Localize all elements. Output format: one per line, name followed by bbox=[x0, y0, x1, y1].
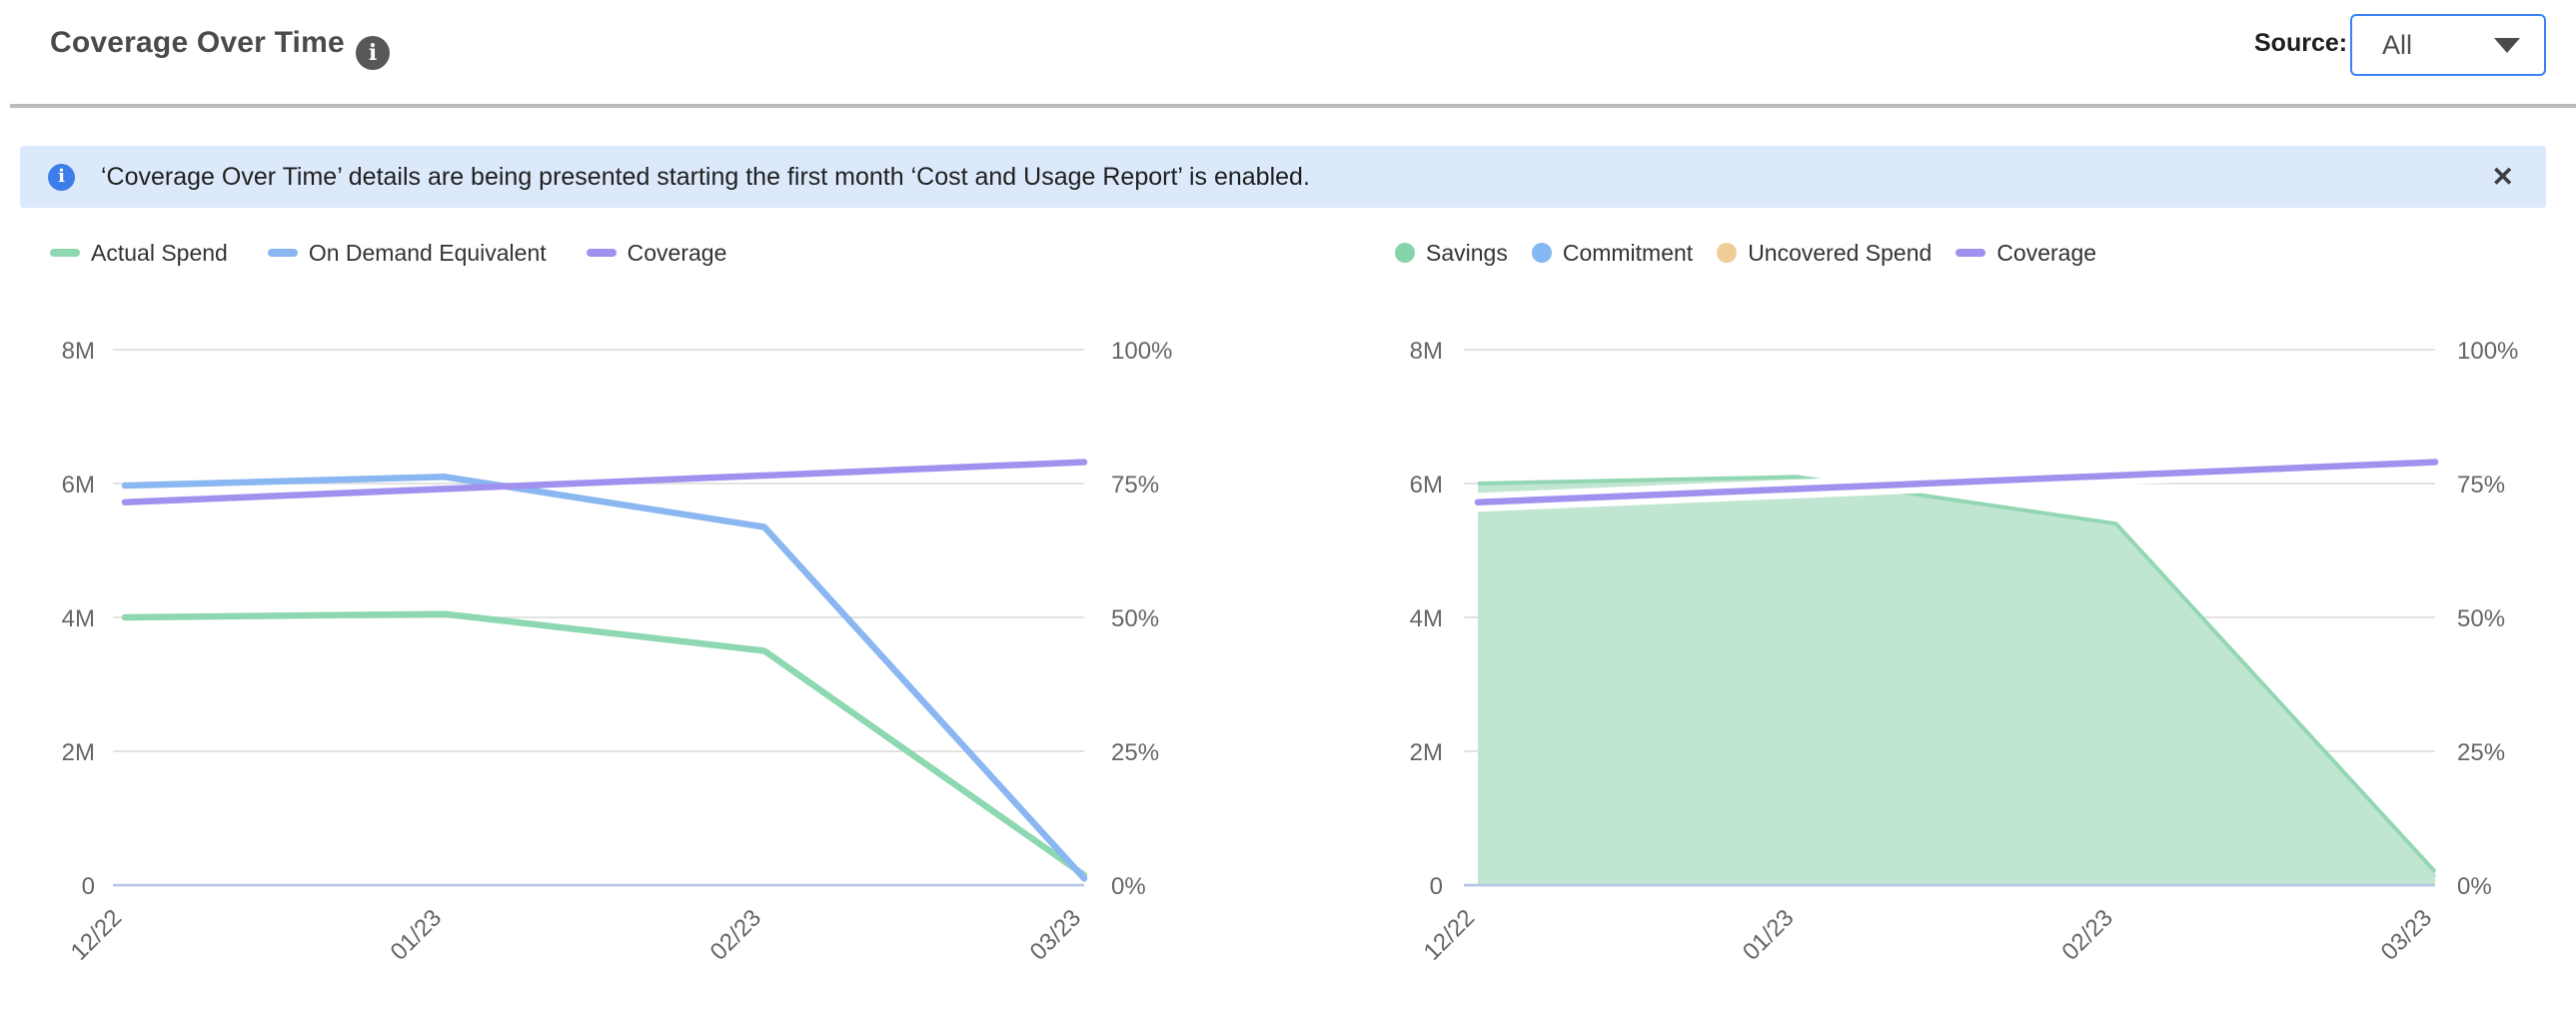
x-axis-tick-label: 02/23 bbox=[2056, 904, 2118, 966]
y-axis-right-tick-label: 50% bbox=[1111, 605, 1159, 632]
legend-item-actual-spend[interactable]: Actual Spend bbox=[50, 240, 228, 267]
line-coverage bbox=[1474, 459, 2439, 507]
line-marker-icon bbox=[50, 249, 80, 257]
y-axis-left-tick-label: 6M bbox=[1410, 472, 1443, 499]
info-banner-text: ‘Coverage Over Time’ details are being p… bbox=[101, 162, 1310, 191]
y-axis-left-tick-label: 2M bbox=[62, 739, 95, 766]
y-axis-left-tick-label: 0 bbox=[1430, 873, 1443, 900]
x-axis-tick-label: 12/22 bbox=[1419, 904, 1481, 966]
y-axis-right-tick-label: 0% bbox=[1111, 873, 1146, 900]
circle-marker-icon bbox=[1395, 243, 1415, 263]
legend-line-chart: Actual Spend On Demand Equivalent Coverage bbox=[50, 238, 726, 268]
legend-item-on-demand-equivalent[interactable]: On Demand Equivalent bbox=[267, 239, 547, 267]
y-axis-left-tick-label: 4M bbox=[1410, 605, 1443, 632]
line-marker-icon bbox=[1955, 249, 1986, 257]
close-icon[interactable]: ✕ bbox=[2491, 161, 2514, 192]
y-axis-right-tick-label: 25% bbox=[1111, 739, 1159, 766]
y-axis-right-tick-label: 100% bbox=[2457, 338, 2518, 365]
legend-item-coverage[interactable]: Coverage bbox=[1955, 240, 2096, 267]
area-savings bbox=[1478, 477, 2435, 885]
spend-coverage-line-chart[interactable]: 0 0% 2M 25% 4M 50% 6M 75% 8M 100% 12/22 01/23 02/23 0… bbox=[0, 300, 1288, 1015]
legend-item-commitment[interactable]: Commitment bbox=[1531, 239, 1694, 267]
legend-item-coverage[interactable]: Coverage bbox=[586, 239, 727, 267]
y-axis-left-tick-label: 2M bbox=[1410, 739, 1443, 766]
legend-label: Coverage bbox=[1996, 239, 2097, 266]
header-divider bbox=[10, 104, 2576, 108]
y-axis-left-tick-label: 8M bbox=[62, 338, 95, 365]
circle-marker-icon bbox=[1531, 243, 1552, 263]
y-axis-left-tick-label: 4M bbox=[62, 605, 95, 632]
info-icon-glyph: i bbox=[368, 40, 378, 66]
source-label: Source: bbox=[2254, 29, 2348, 57]
circle-marker-icon bbox=[1717, 243, 1738, 263]
legend-item-savings[interactable]: Savings bbox=[1395, 240, 1508, 267]
legend-label: Commitment bbox=[1562, 239, 1694, 266]
x-axis-tick-label: 01/23 bbox=[1738, 904, 1800, 966]
line-actual-spend bbox=[121, 610, 1088, 879]
y-axis-right-tick-label: 25% bbox=[2457, 739, 2505, 766]
line-marker-icon bbox=[586, 249, 617, 257]
info-banner: i ‘Coverage Over Time’ details are being… bbox=[20, 146, 2546, 208]
y-axis-right-tick-label: 75% bbox=[1111, 472, 1159, 499]
legend-label: Uncovered Spend bbox=[1748, 239, 1932, 266]
chevron-down-icon bbox=[2494, 37, 2520, 53]
source-dropdown[interactable]: All bbox=[2350, 14, 2546, 76]
info-icon: i bbox=[48, 163, 75, 191]
legend-item-uncovered-spend[interactable]: Uncovered Spend bbox=[1717, 240, 1932, 267]
y-axis-right-tick-label: 50% bbox=[2457, 605, 2505, 632]
y-axis-left-tick-label: 6M bbox=[62, 472, 95, 499]
page-title: Coverage Over Time bbox=[50, 26, 345, 59]
x-axis-tick-label: 01/23 bbox=[386, 904, 448, 966]
legend-area-chart: Savings Commitment Uncovered Spend Coverage bbox=[1395, 238, 2096, 268]
x-axis-tick-label: 12/22 bbox=[66, 904, 128, 966]
line-on-demand-equivalent bbox=[121, 474, 1088, 882]
legend-label: Coverage bbox=[627, 239, 727, 266]
x-axis-tick-label: 03/23 bbox=[2376, 904, 2438, 966]
legend-label: Actual Spend bbox=[91, 239, 228, 266]
x-axis-tick-label: 03/23 bbox=[1025, 904, 1087, 966]
line-marker-icon bbox=[267, 249, 298, 257]
y-axis-left-tick-label: 8M bbox=[1410, 338, 1443, 365]
y-axis-right-tick-label: 75% bbox=[2457, 472, 2505, 499]
legend-label: On Demand Equivalent bbox=[308, 239, 547, 266]
line-coverage bbox=[121, 459, 1088, 507]
y-axis-right-tick-label: 0% bbox=[2457, 873, 2492, 900]
info-icon[interactable]: i bbox=[356, 36, 390, 70]
y-axis-left-tick-label: 0 bbox=[82, 873, 95, 900]
spend-coverage-area-chart[interactable]: 0 0% 2M 25% 4M 50% 6M 75% 8M 100% 12/22 01/23 02/23 0… bbox=[1288, 300, 2576, 1015]
area-edge-savings bbox=[1477, 475, 2437, 873]
source-dropdown-value: All bbox=[2382, 29, 2413, 60]
info-icon-glyph: i bbox=[58, 166, 65, 187]
x-axis-tick-label: 02/23 bbox=[705, 904, 767, 966]
legend-label: Savings bbox=[1426, 239, 1508, 266]
y-axis-right-tick-label: 100% bbox=[1111, 338, 1172, 365]
